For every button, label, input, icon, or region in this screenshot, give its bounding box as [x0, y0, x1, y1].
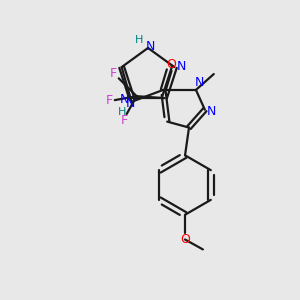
Text: N: N	[120, 93, 130, 106]
Text: N: N	[195, 76, 205, 89]
Text: F: F	[110, 67, 117, 80]
Text: O: O	[166, 58, 176, 70]
Text: N: N	[126, 97, 135, 110]
Text: H: H	[135, 35, 143, 45]
Text: N: N	[145, 40, 155, 53]
Text: H: H	[117, 107, 126, 117]
Text: O: O	[180, 233, 190, 246]
Text: F: F	[121, 114, 128, 128]
Text: N: N	[207, 105, 217, 118]
Text: N: N	[177, 60, 186, 73]
Text: F: F	[105, 94, 112, 106]
